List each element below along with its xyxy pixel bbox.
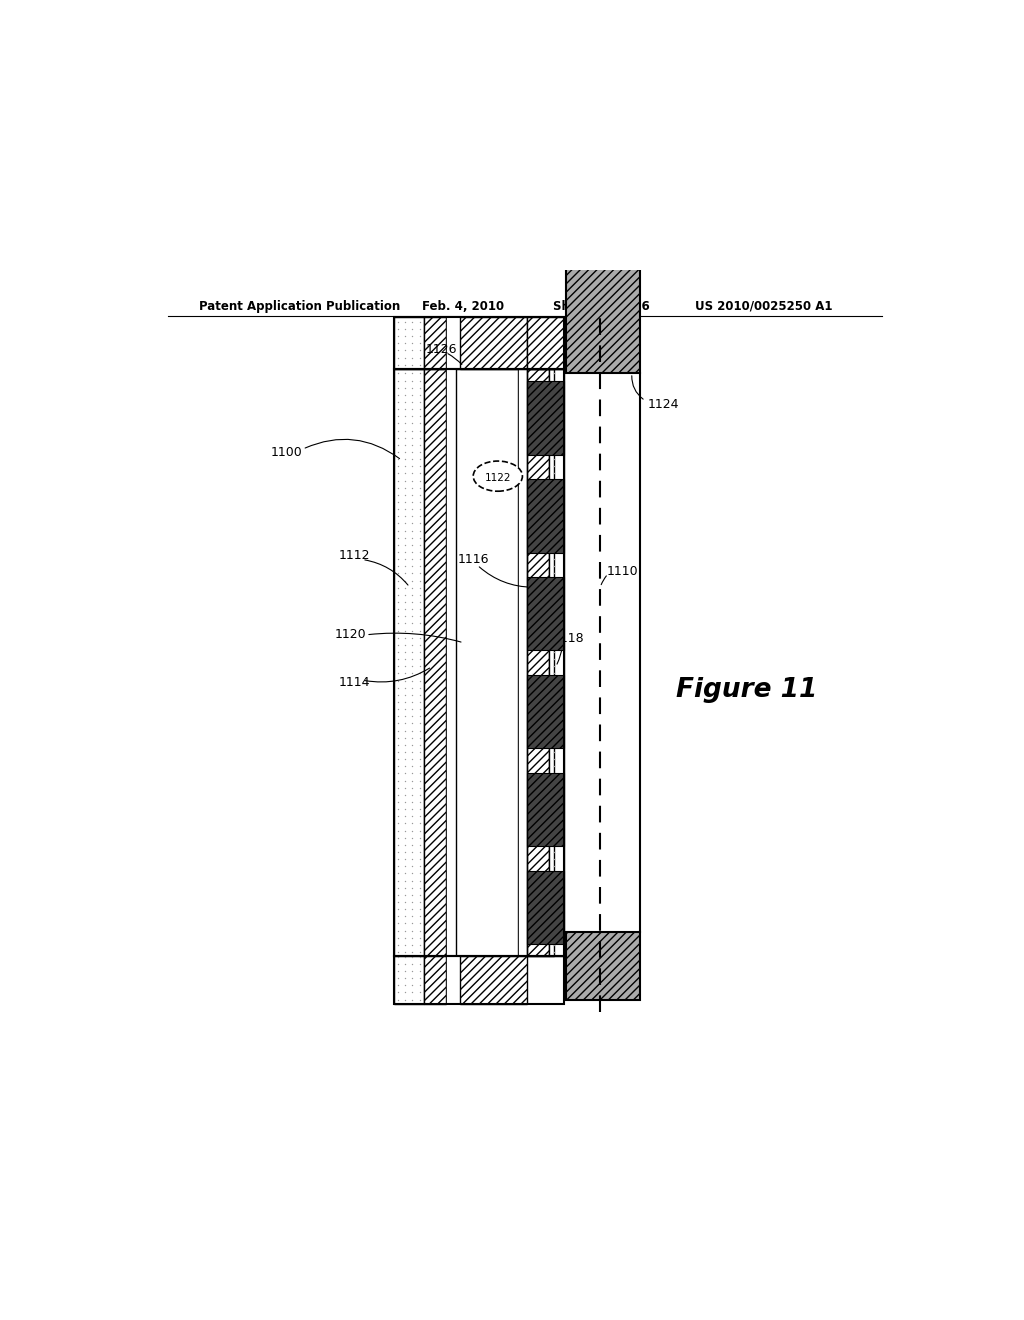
Text: 1116: 1116 (458, 553, 489, 566)
Text: Sheet 11 of 16: Sheet 11 of 16 (553, 300, 649, 313)
Bar (446, 370, 456, 956)
Text: 1112: 1112 (338, 549, 370, 562)
Bar (460, 317, 527, 370)
Text: 1126: 1126 (426, 343, 458, 355)
Bar (394, 956, 563, 1005)
Bar (527, 577, 563, 651)
Bar (527, 871, 563, 944)
Bar (527, 772, 563, 846)
Bar (424, 956, 446, 1005)
Text: 1122: 1122 (484, 473, 511, 483)
Text: 1118: 1118 (553, 632, 585, 645)
Text: Patent Application Publication: Patent Application Publication (200, 300, 400, 313)
Text: US 2010/0025250 A1: US 2010/0025250 A1 (695, 300, 833, 313)
Bar (424, 370, 446, 956)
Bar (527, 317, 563, 370)
Bar (550, 370, 554, 956)
Text: Feb. 4, 2010: Feb. 4, 2010 (422, 300, 504, 313)
Bar (446, 956, 518, 1005)
Text: 1114: 1114 (338, 676, 370, 689)
Bar (424, 317, 446, 370)
Text: Figure 11: Figure 11 (676, 677, 818, 704)
Bar (518, 370, 527, 956)
Text: 1120: 1120 (335, 628, 366, 642)
Bar (394, 956, 424, 1005)
Text: 1110: 1110 (606, 565, 638, 578)
Bar (394, 317, 563, 370)
Text: 1100: 1100 (270, 446, 303, 459)
Bar (527, 370, 550, 956)
Bar (527, 479, 563, 553)
Bar (527, 381, 563, 454)
Bar (527, 675, 563, 748)
Bar (566, 932, 640, 1001)
Bar (394, 317, 424, 370)
Bar (566, 257, 640, 374)
Bar (456, 370, 518, 956)
Bar (394, 370, 563, 956)
Bar (394, 370, 424, 956)
Bar (527, 370, 563, 956)
Bar (460, 956, 527, 1005)
Text: 1124: 1124 (648, 399, 679, 412)
Bar (446, 317, 518, 370)
Ellipse shape (473, 461, 522, 491)
